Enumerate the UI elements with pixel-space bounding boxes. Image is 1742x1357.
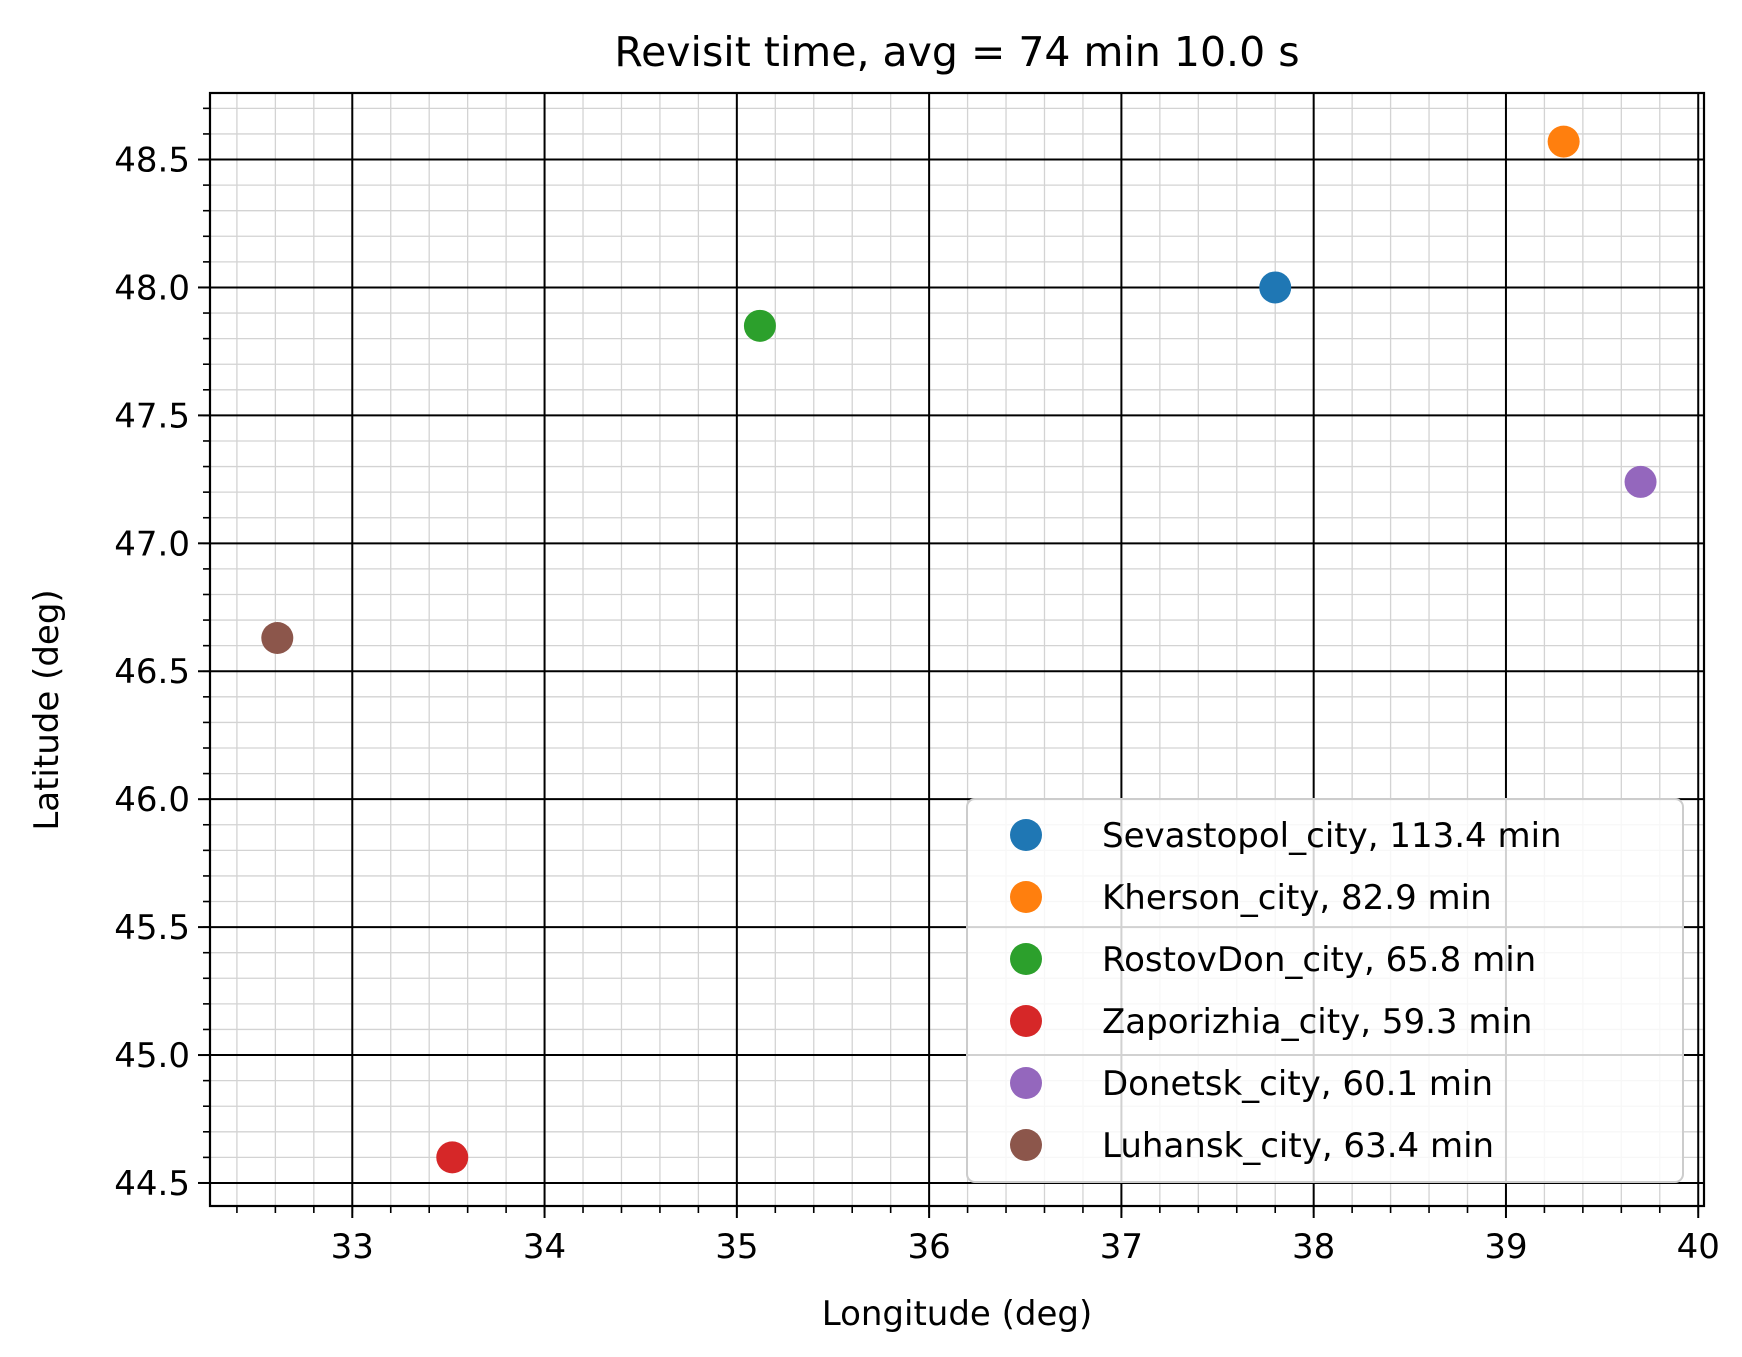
- data-point: [1624, 465, 1657, 498]
- legend-marker: [1010, 1067, 1042, 1099]
- plot-frame: [208, 91, 1706, 1208]
- legend-label: Donetsk_city, 60.1 min: [1102, 1064, 1493, 1104]
- legend-label: RostovDon_city, 65.8 min: [1102, 940, 1536, 980]
- data-point: [743, 309, 776, 342]
- y-axis-label: Latitude (deg): [27, 589, 67, 830]
- y-tick-label: 48.0: [114, 268, 190, 308]
- y-tick-label: 47.0: [114, 524, 190, 564]
- x-tick-label: 40: [1677, 1227, 1720, 1267]
- y-tick-label: 44.5: [114, 1164, 190, 1204]
- y-tick-label: 48.5: [114, 141, 190, 181]
- x-tick-label: 39: [1484, 1227, 1527, 1267]
- legend-marker: [1010, 943, 1042, 975]
- legend-label: Luhansk_city, 63.4 min: [1102, 1126, 1494, 1166]
- data-points: [261, 125, 1657, 1174]
- legend-box: [966, 798, 1684, 1183]
- data-point: [436, 1141, 469, 1174]
- legend-marker: [1010, 1129, 1042, 1161]
- legend-label: Sevastopol_city, 113.4 min: [1102, 816, 1562, 856]
- legend-marker: [1010, 1005, 1042, 1037]
- x-tick-label: 37: [1100, 1227, 1143, 1267]
- data-point: [1547, 125, 1580, 158]
- x-tick-label: 38: [1292, 1227, 1335, 1267]
- chart-title: Revisit time, avg = 74 min 10.0 s: [614, 28, 1299, 76]
- legend-label: Zaporizhia_city, 59.3 min: [1102, 1002, 1532, 1042]
- x-tick-label: 36: [907, 1227, 950, 1267]
- data-point: [261, 621, 294, 654]
- y-tick-label: 46.0: [114, 780, 190, 820]
- y-tick-label: 45.5: [114, 908, 190, 948]
- legend: Sevastopol_city, 113.4 min Kherson_city, …: [966, 798, 1684, 1183]
- legend-label: Kherson_city, 82.9 min: [1102, 878, 1492, 918]
- x-tick-label: 35: [715, 1227, 758, 1267]
- x-tick-label: 33: [331, 1227, 374, 1267]
- y-tick-label: 46.5: [114, 652, 190, 692]
- data-point: [1259, 271, 1292, 304]
- y-tick-labels: 44.5 45.0 45.5 46.0 46.5 47.0 47.5 48.0 48.5: [114, 141, 190, 1204]
- legend-marker: [1010, 819, 1042, 851]
- x-tick-labels: 33 34 35 36 37 38 39 40: [331, 1227, 1720, 1267]
- x-tick-label: 34: [523, 1227, 566, 1267]
- legend-marker: [1010, 881, 1042, 913]
- y-tick-label: 45.0: [114, 1036, 190, 1076]
- x-axis-label: Longitude (deg): [822, 1294, 1093, 1334]
- y-tick-label: 47.5: [114, 396, 190, 436]
- axis-ticks: [198, 107, 1700, 1218]
